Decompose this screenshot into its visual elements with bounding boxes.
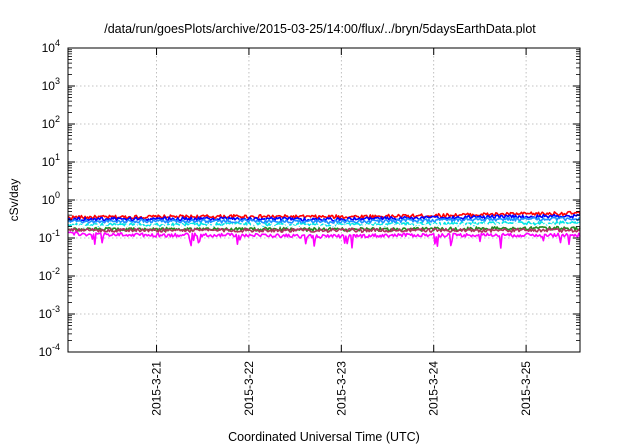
- x-axis-label: Coordinated Universal Time (UTC): [228, 430, 420, 444]
- x-tick-label: 2015-3-21: [150, 361, 164, 416]
- axis-ticks: [68, 47, 580, 353]
- series-line-0: [67, 210, 581, 220]
- y-tick-labels: 104 103 102 101 100 10-1 10-2 10-3 10-4: [39, 38, 60, 359]
- y-tick-label: 10-3: [39, 304, 60, 321]
- series-line-6: [67, 227, 581, 233]
- y-tick-label: 101: [42, 152, 60, 169]
- y-tick-label: 100: [42, 190, 60, 207]
- y-tick-label: 10-4: [39, 342, 60, 359]
- x-tick-label: 2015-3-22: [242, 361, 256, 416]
- y-tick-label: 104: [42, 38, 60, 55]
- x-tick-label: 2015-3-25: [519, 361, 533, 416]
- y-tick-label: 10-2: [39, 266, 60, 283]
- grid-lines: [68, 48, 580, 352]
- series-lines: [67, 210, 581, 249]
- y-axis-label: cSv/day: [7, 178, 21, 222]
- series-line-2: [67, 216, 581, 225]
- series-line-5: [67, 225, 581, 232]
- y-tick-label: 102: [42, 114, 60, 131]
- chart-title: /data/run/goesPlots/archive/2015-03-25/1…: [104, 22, 536, 36]
- y-tick-label: 10-1: [39, 228, 60, 245]
- series-line-7: [67, 231, 581, 249]
- x-tick-label: 2015-3-24: [427, 361, 441, 416]
- x-tick-label: 2015-3-23: [334, 361, 348, 416]
- y-tick-label: 103: [42, 76, 60, 93]
- x-tick-labels: 2015-3-21 2015-3-22 2015-3-23 2015-3-24 2015…: [150, 361, 534, 416]
